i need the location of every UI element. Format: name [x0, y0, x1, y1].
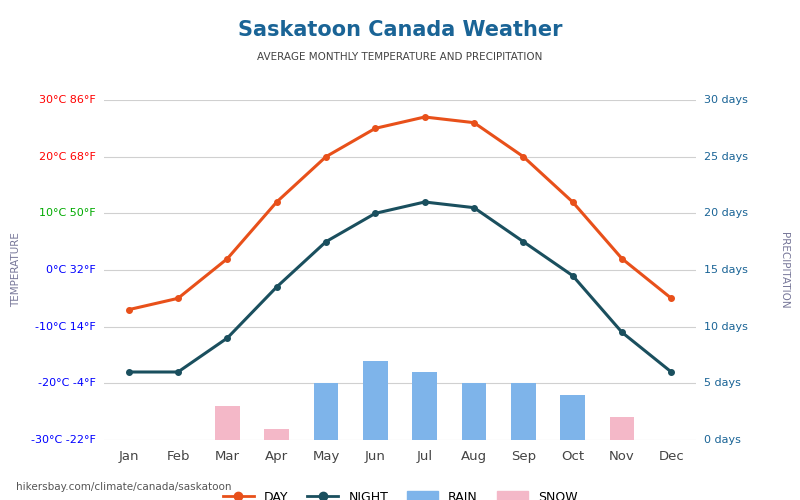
Text: hikersbay.com/climate/canada/saskatoon: hikersbay.com/climate/canada/saskatoon: [16, 482, 231, 492]
Text: 10°C 50°F: 10°C 50°F: [39, 208, 96, 218]
Bar: [462, 384, 486, 440]
Legend: DAY, NIGHT, RAIN, SNOW: DAY, NIGHT, RAIN, SNOW: [218, 486, 582, 500]
Text: 30 days: 30 days: [704, 95, 748, 105]
Text: AVERAGE MONTHLY TEMPERATURE AND PRECIPITATION: AVERAGE MONTHLY TEMPERATURE AND PRECIPIT…: [258, 52, 542, 62]
Text: -10°C 14°F: -10°C 14°F: [35, 322, 96, 332]
Text: 15 days: 15 days: [704, 265, 748, 275]
Text: 10 days: 10 days: [704, 322, 748, 332]
Text: 0 days: 0 days: [704, 435, 742, 445]
Text: TEMPERATURE: TEMPERATURE: [11, 232, 21, 308]
Bar: [412, 372, 437, 440]
Text: 5 days: 5 days: [704, 378, 742, 388]
Bar: [215, 406, 240, 440]
Text: 0°C 32°F: 0°C 32°F: [46, 265, 96, 275]
Bar: [560, 394, 585, 440]
Text: 20°C 68°F: 20°C 68°F: [38, 152, 96, 162]
Bar: [610, 418, 634, 440]
Bar: [314, 384, 338, 440]
Text: PRECIPITATION: PRECIPITATION: [779, 232, 789, 308]
Text: -30°C -22°F: -30°C -22°F: [30, 435, 96, 445]
Text: -20°C -4°F: -20°C -4°F: [38, 378, 96, 388]
Text: 30°C 86°F: 30°C 86°F: [39, 95, 96, 105]
Bar: [511, 384, 536, 440]
Text: 25 days: 25 days: [704, 152, 748, 162]
Bar: [363, 360, 388, 440]
Text: 20 days: 20 days: [704, 208, 748, 218]
Bar: [264, 428, 289, 440]
Text: Saskatoon Canada Weather: Saskatoon Canada Weather: [238, 20, 562, 40]
